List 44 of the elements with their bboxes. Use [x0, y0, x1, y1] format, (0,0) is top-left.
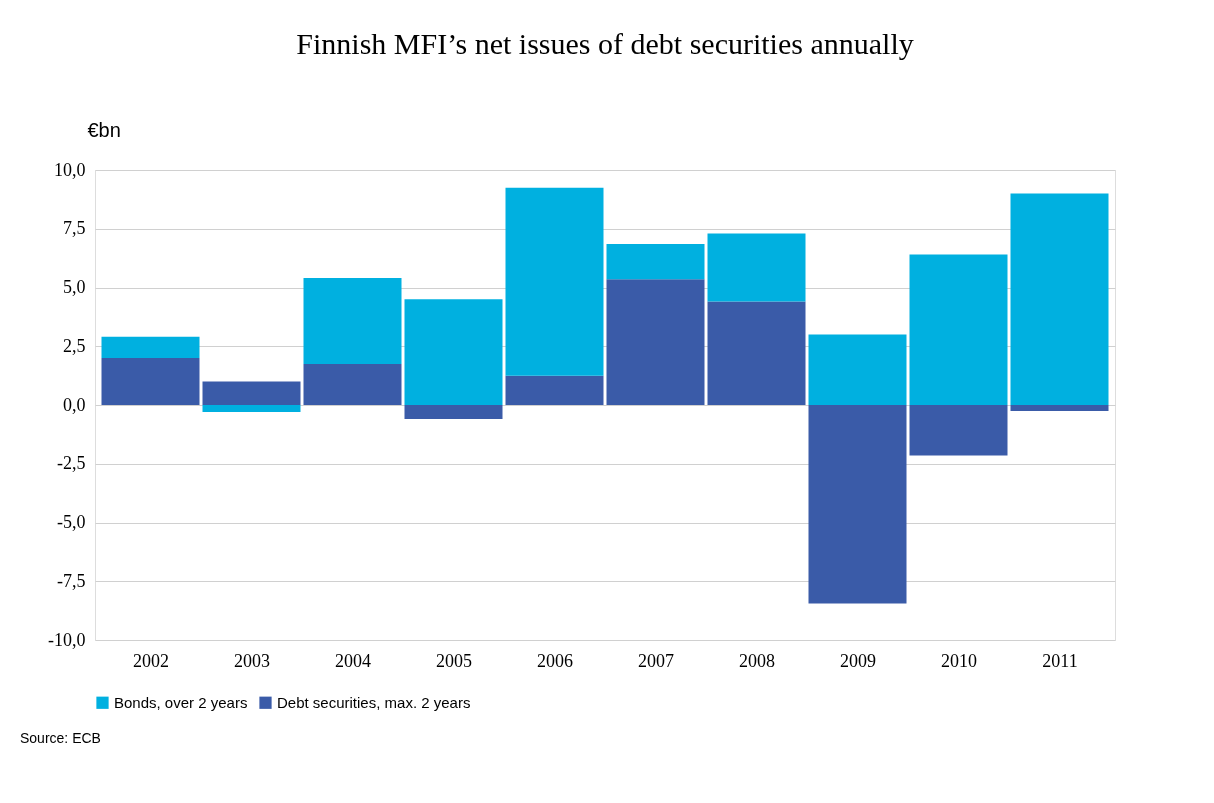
x-tick-label: 2006 [537, 650, 573, 671]
bar [707, 301, 806, 405]
x-tick-label: 2008 [739, 650, 775, 671]
legend-label: Bonds, over 2 years [114, 693, 248, 711]
bar [1010, 193, 1109, 405]
y-tick-label: -7,5 [57, 570, 86, 591]
bar [1010, 405, 1109, 411]
x-tick-label: 2011 [1042, 650, 1078, 671]
x-tick-label: 2005 [436, 650, 472, 671]
bar [505, 375, 604, 405]
x-tick-label: 2010 [941, 650, 977, 671]
bar [303, 363, 402, 405]
x-tick-label: 2002 [133, 650, 169, 671]
y-tick-label: 5,0 [63, 277, 86, 297]
y-tick-label: 2,5 [63, 335, 86, 356]
bar [202, 381, 301, 405]
bar [909, 405, 1008, 456]
y-tick-label: 0,0 [63, 394, 86, 415]
y-tick-label: 10,0 [54, 159, 86, 180]
y-tick-label: -10,0 [48, 629, 86, 650]
bar [808, 334, 907, 405]
bar [606, 279, 705, 405]
bar [404, 299, 503, 405]
bar [707, 233, 806, 302]
bar [505, 187, 604, 376]
bar [808, 405, 907, 604]
x-tick-label: 2004 [335, 650, 371, 671]
x-tick-label: 2003 [234, 650, 270, 671]
bar [101, 336, 200, 358]
bar [909, 254, 1008, 405]
bar [101, 358, 200, 405]
chart-title: Finnish MFI’s net issues of debt securities annually [296, 27, 914, 60]
bar [606, 244, 705, 280]
y-axis-title: €bn [87, 118, 121, 141]
x-tick-label: 2007 [638, 650, 674, 671]
y-tick-label: -2,5 [57, 453, 86, 474]
legend-label: Debt securities, max. 2 years [277, 693, 471, 711]
bar [303, 278, 402, 364]
bar [202, 405, 301, 413]
y-tick-label: 7,5 [63, 218, 86, 239]
y-tick-label: -5,0 [57, 512, 86, 532]
bar [404, 405, 503, 420]
source-note: Source: ECB [20, 730, 101, 746]
x-tick-label: 2009 [840, 650, 876, 671]
